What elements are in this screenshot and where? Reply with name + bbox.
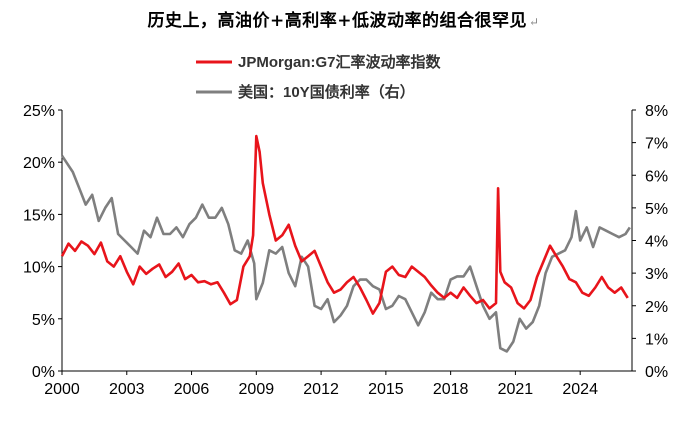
right-y-tick-label: 2% xyxy=(645,299,668,316)
x-tick-label: 2012 xyxy=(303,381,339,398)
right-y-tick-label: 3% xyxy=(645,266,668,283)
right-y-tick-label: 6% xyxy=(645,168,668,185)
legend: JPMorgan:G7汇率波动率指数 美国：10Y国债利率（右） xyxy=(196,53,442,101)
left-y-tick-label: 10% xyxy=(23,260,55,277)
left-y-tick-label: 20% xyxy=(23,155,55,172)
left-y-tick-label: 0% xyxy=(32,364,55,381)
left-y-tick-label: 15% xyxy=(23,207,55,224)
left-y-tick-label: 5% xyxy=(32,312,55,329)
x-tick-label: 2015 xyxy=(368,381,404,398)
right-y-tick-label: 8% xyxy=(645,103,668,120)
right-y-tick-label: 7% xyxy=(645,136,668,153)
axes: 0% 5% 10% 15% 20% 25% 0% 1% 2% 3% 4% 5% 6% 7% 8% 2000 20… xyxy=(23,103,668,398)
x-tick-label: 2009 xyxy=(239,381,275,398)
legend-label-fx-volatility: JPMorgan:G7汇率波动率指数 xyxy=(238,53,442,71)
x-tick-label: 2000 xyxy=(44,381,80,398)
x-tick-label: 2021 xyxy=(498,381,534,398)
series-line-fx-volatility xyxy=(60,134,629,315)
chart-title: 历史上，高油价+高利率+低波动率的组合很罕见 ↵ xyxy=(147,11,540,31)
return-mark-icon: ↵ xyxy=(528,15,540,29)
left-y-tick-label: 25% xyxy=(23,103,55,120)
legend-item-fx-volatility: JPMorgan:G7汇率波动率指数 xyxy=(196,53,442,71)
x-tick-label: 2024 xyxy=(562,381,598,398)
right-y-tick-label: 1% xyxy=(645,331,668,348)
right-y-tick-label: 4% xyxy=(645,234,668,251)
right-y-tick-label: 0% xyxy=(645,364,668,381)
x-tick-label: 2003 xyxy=(109,381,145,398)
right-y-tick-label: 5% xyxy=(645,201,668,218)
x-tick-label: 2018 xyxy=(433,381,469,398)
legend-label-us-10y-yield: 美国：10Y国债利率（右） xyxy=(238,83,415,101)
legend-item-us-10y-yield: 美国：10Y国债利率（右） xyxy=(196,83,415,101)
x-tick-label: 2006 xyxy=(174,381,210,398)
series-line-us-10y-yield xyxy=(60,154,631,353)
plot-area xyxy=(60,134,631,353)
